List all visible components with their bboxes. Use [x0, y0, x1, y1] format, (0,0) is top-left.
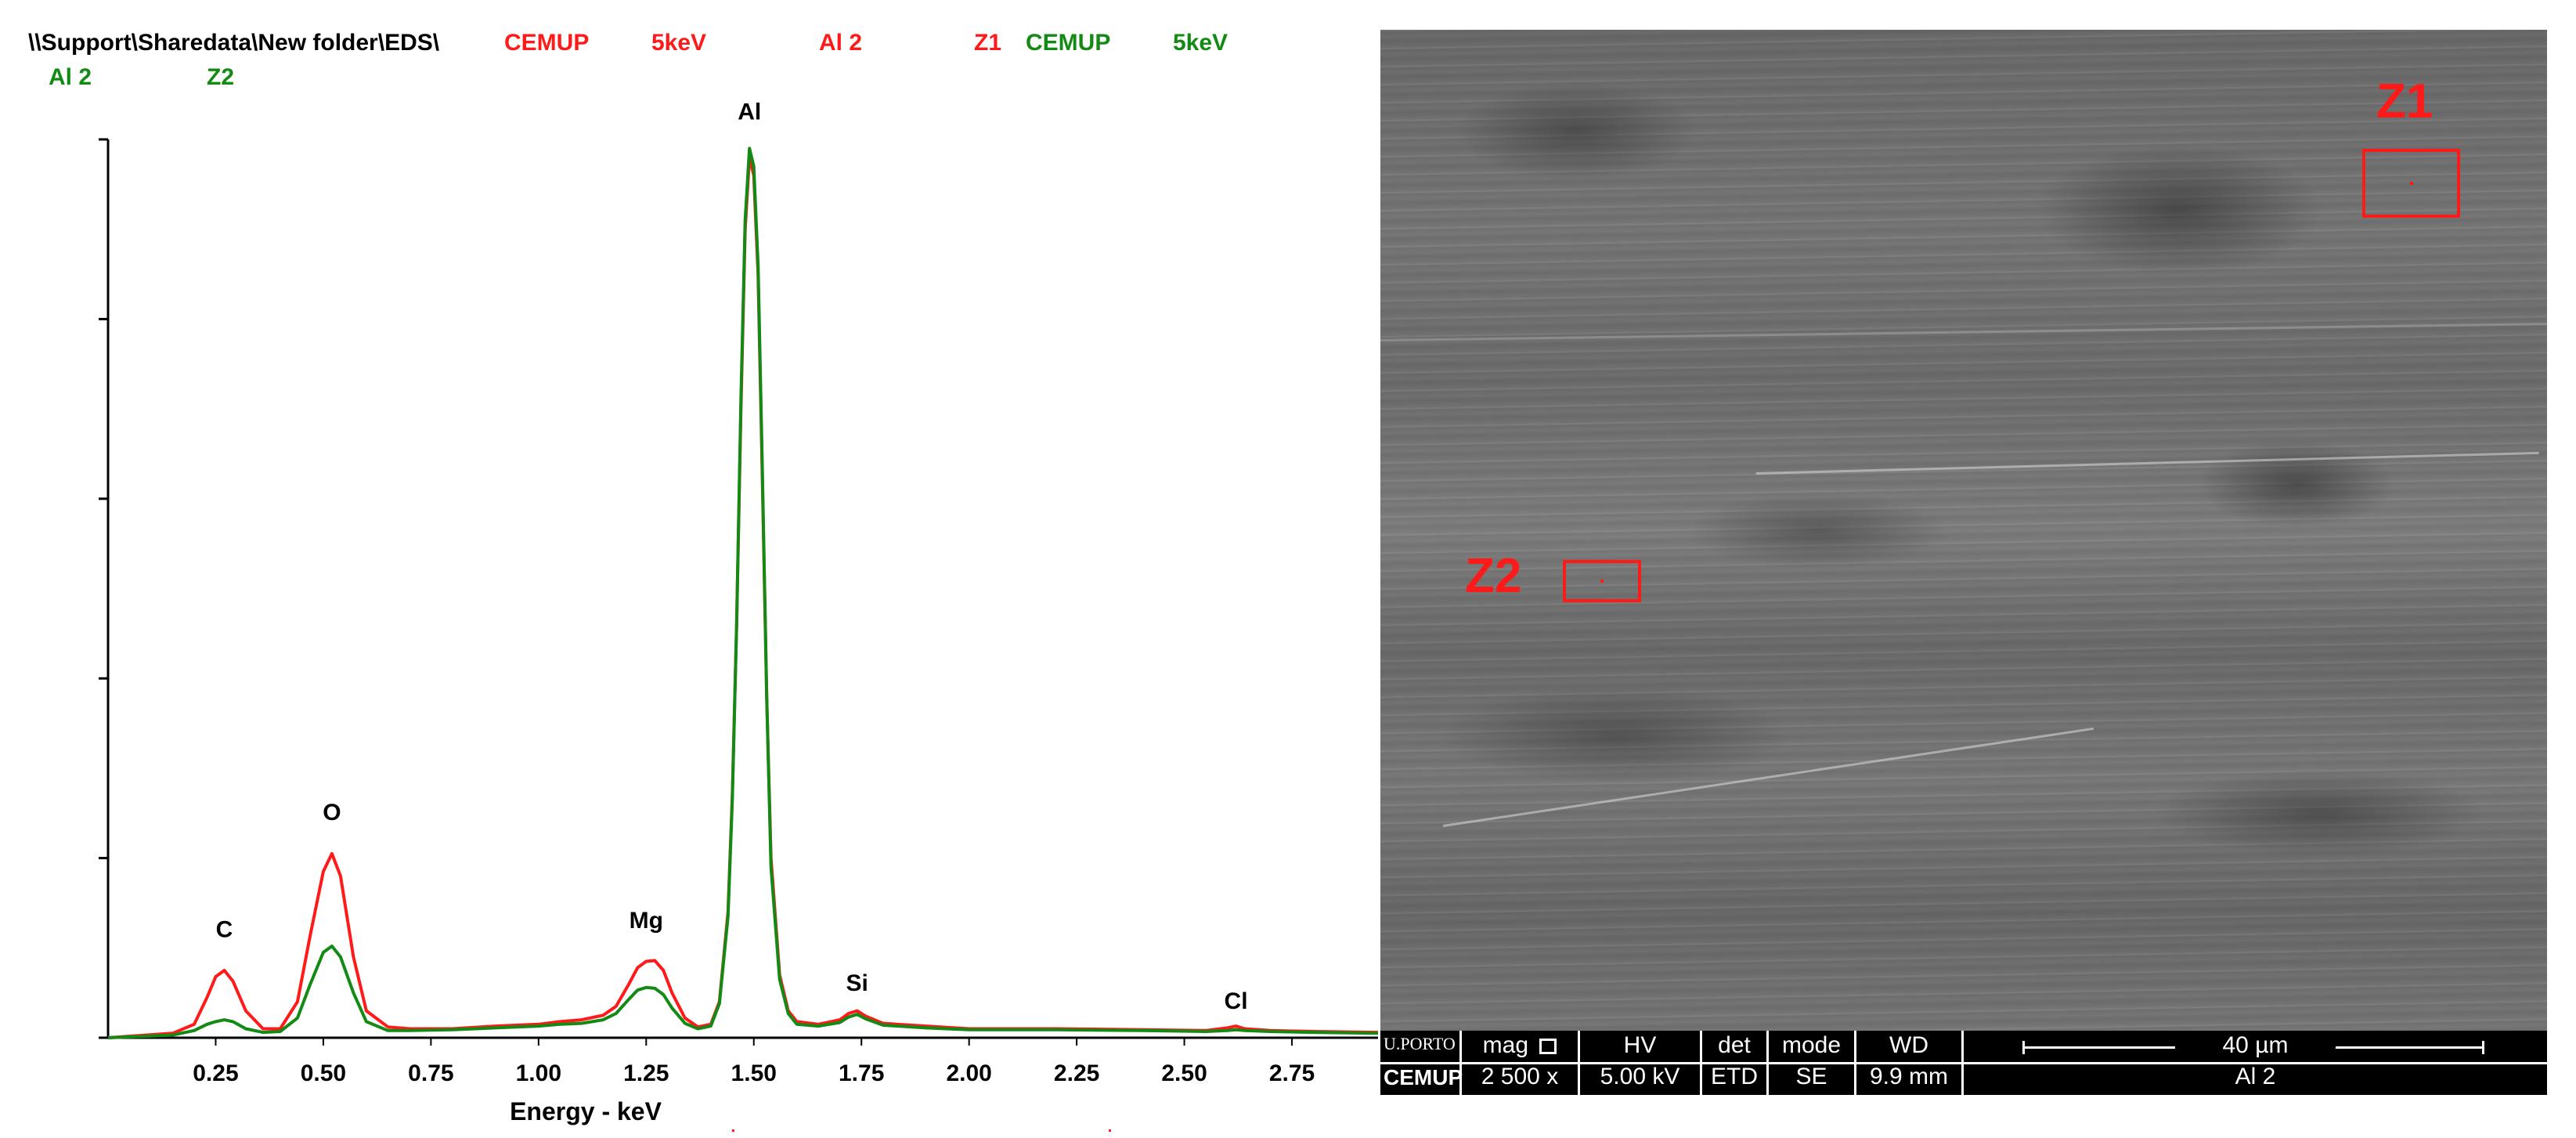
sem-image: Z1 Z2 — [1380, 30, 2547, 1031]
square-icon — [1539, 1039, 1557, 1054]
x-tick-label: 2.25 — [1054, 1060, 1099, 1086]
peak-label: Cl — [1225, 988, 1248, 1014]
zone-z1-box — [2362, 149, 2460, 218]
eds-spectrum-chart: 0.25 0.50 0.75 1.00 1.25 1.50 1.75 2.00 2.25 2.50… — [99, 99, 1378, 1125]
scale-bar-label: 40 µm — [2175, 1032, 2336, 1059]
mode-label: mode — [1781, 1032, 1842, 1058]
peak-label: C — [216, 916, 233, 942]
stray-mark — [1109, 1129, 1111, 1132]
wd-label: WD — [1889, 1032, 1928, 1058]
hv-label: HV — [1623, 1032, 1657, 1058]
peak-labels: C O Mg Al Si Cl — [216, 99, 1248, 1015]
mag-label: mag — [1482, 1032, 1528, 1058]
databar-logo-cell: U.PORTO CEMUP — [1380, 1031, 1463, 1095]
spectrum-line-z1 — [107, 155, 1378, 1039]
x-tick-label: 1.25 — [623, 1060, 669, 1086]
mode-value: SE — [1795, 1064, 1827, 1089]
stray-mark — [732, 1129, 734, 1132]
y-ticks — [99, 138, 108, 1039]
series2-energy: 5keV — [1173, 30, 1228, 56]
sample-name: Al 2 — [2235, 1064, 2276, 1089]
series2-sample: Al 2 — [49, 64, 92, 90]
x-tick-label: 2.50 — [1161, 1060, 1207, 1086]
series1-zone: Z1 — [974, 30, 1002, 56]
hv-value: 5.00 kV — [1600, 1064, 1680, 1089]
peak-label: Si — [846, 970, 868, 996]
peak-label: O — [323, 800, 341, 826]
series2-zone: Z2 — [207, 64, 235, 90]
databar-mag-cell: mag 2 500 x — [1462, 1031, 1580, 1095]
x-axis-label: Energy - keV — [510, 1097, 662, 1125]
sem-databar: U.PORTO CEMUP mag 2 500 x HV 5.00 kV det… — [1380, 1031, 2547, 1095]
databar-wd-cell: WD 9.9 mm — [1856, 1031, 1964, 1095]
x-tick-label: 0.75 — [408, 1060, 453, 1086]
series1-sample: Al 2 — [819, 30, 863, 56]
cemup-logo: CEMUP — [1384, 1065, 1463, 1089]
databar-scale-cell: 40 µm Al 2 — [1964, 1031, 2547, 1095]
databar-hv-cell: HV 5.00 kV — [1580, 1031, 1702, 1095]
series1-energy: 5keV — [651, 30, 707, 56]
peak-label: Al — [738, 99, 761, 125]
x-tick-label: 0.25 — [193, 1060, 238, 1086]
wd-value: 9.9 mm — [1869, 1064, 1949, 1089]
spectrum-line-z2 — [107, 146, 1378, 1039]
databar-det-cell: det ETD — [1702, 1031, 1769, 1095]
databar-mode-cell: mode SE — [1769, 1031, 1856, 1095]
uporto-logo: U.PORTO — [1384, 1034, 1456, 1053]
spectrum-lines — [107, 146, 1378, 1039]
x-tick-label: 1.50 — [731, 1060, 777, 1086]
zone-z2-label: Z2 — [1465, 549, 1522, 603]
x-ticks: 0.25 0.50 0.75 1.00 1.25 1.50 1.75 2.00 2.25 2.50… — [193, 1038, 1315, 1086]
x-tick-label: 0.50 — [301, 1060, 346, 1086]
series2-lab: CEMUP — [1026, 30, 1111, 56]
x-tick-label: 1.75 — [839, 1060, 884, 1086]
surface-scratch — [1442, 727, 2094, 827]
surface-scratch — [1755, 451, 2539, 475]
zone-z2-box — [1563, 560, 1641, 602]
det-label: det — [1718, 1032, 1751, 1058]
x-tick-label: 2.75 — [1269, 1060, 1315, 1086]
sem-micrograph-panel: Z1 Z2 U.PORTO CEMUP mag 2 500 x HV 5.00 … — [1380, 30, 2547, 1095]
file-path: \\Support\Sharedata\New folder\EDS\ — [28, 30, 440, 56]
series1-lab: CEMUP — [504, 30, 590, 56]
peak-label: Mg — [630, 908, 663, 934]
x-tick-label: 2.00 — [946, 1060, 991, 1086]
det-value: ETD — [1711, 1064, 1758, 1089]
mag-value: 2 500 x — [1481, 1064, 1559, 1089]
surface-scratch — [1380, 323, 2547, 341]
zone-z1-label: Z1 — [2376, 74, 2433, 128]
x-tick-label: 1.00 — [516, 1060, 561, 1086]
